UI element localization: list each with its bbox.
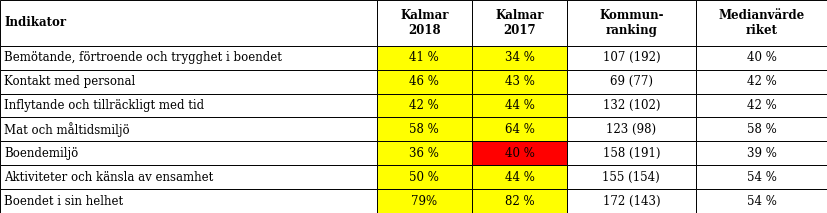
- Bar: [0, 94, 376, 117]
- Text: 40 %: 40 %: [504, 147, 534, 160]
- Text: 132 (102): 132 (102): [602, 99, 659, 112]
- Text: 41 %: 41 %: [409, 51, 438, 64]
- Bar: [376, 46, 471, 70]
- Bar: [471, 189, 566, 213]
- Text: 58 %: 58 %: [746, 123, 776, 136]
- Bar: [376, 0, 471, 46]
- Text: Boendet i sin helhet: Boendet i sin helhet: [4, 194, 123, 207]
- Bar: [695, 117, 827, 141]
- Text: 46 %: 46 %: [409, 75, 439, 88]
- Text: 54 %: 54 %: [746, 171, 776, 184]
- Text: Indikator: Indikator: [4, 16, 66, 29]
- Text: 107 (192): 107 (192): [602, 51, 659, 64]
- Text: Kontakt med personal: Kontakt med personal: [4, 75, 135, 88]
- Text: 36 %: 36 %: [409, 147, 439, 160]
- Text: 64 %: 64 %: [504, 123, 534, 136]
- Text: 42 %: 42 %: [746, 99, 776, 112]
- Text: 79%: 79%: [411, 194, 437, 207]
- Text: 69 (77): 69 (77): [609, 75, 652, 88]
- Bar: [376, 189, 471, 213]
- Bar: [566, 70, 695, 94]
- Bar: [0, 189, 376, 213]
- Text: 172 (143): 172 (143): [602, 194, 659, 207]
- Bar: [471, 70, 566, 94]
- Bar: [376, 165, 471, 189]
- Text: Medianvärde
riket: Medianvärde riket: [718, 9, 804, 37]
- Bar: [566, 94, 695, 117]
- Bar: [566, 189, 695, 213]
- Bar: [376, 70, 471, 94]
- Bar: [0, 0, 376, 46]
- Text: 50 %: 50 %: [409, 171, 439, 184]
- Text: 43 %: 43 %: [504, 75, 534, 88]
- Text: Kalmar
2018: Kalmar 2018: [399, 9, 448, 37]
- Bar: [566, 141, 695, 165]
- Bar: [695, 165, 827, 189]
- Text: Mat och måltidsmiljö: Mat och måltidsmiljö: [4, 122, 130, 137]
- Bar: [376, 117, 471, 141]
- Bar: [0, 117, 376, 141]
- Text: 123 (98): 123 (98): [605, 123, 656, 136]
- Text: 44 %: 44 %: [504, 171, 534, 184]
- Text: 158 (191): 158 (191): [602, 147, 659, 160]
- Text: 155 (154): 155 (154): [602, 171, 659, 184]
- Bar: [376, 141, 471, 165]
- Bar: [471, 141, 566, 165]
- Bar: [0, 46, 376, 70]
- Bar: [695, 46, 827, 70]
- Text: 58 %: 58 %: [409, 123, 438, 136]
- Text: Boendemiljö: Boendemiljö: [4, 147, 79, 160]
- Bar: [0, 141, 376, 165]
- Text: 39 %: 39 %: [746, 147, 776, 160]
- Bar: [695, 70, 827, 94]
- Text: Inflytande och tillräckligt med tid: Inflytande och tillräckligt med tid: [4, 99, 204, 112]
- Text: 40 %: 40 %: [746, 51, 776, 64]
- Text: 34 %: 34 %: [504, 51, 534, 64]
- Text: Kommun-
ranking: Kommun- ranking: [599, 9, 662, 37]
- Bar: [695, 0, 827, 46]
- Bar: [695, 141, 827, 165]
- Bar: [471, 0, 566, 46]
- Text: 44 %: 44 %: [504, 99, 534, 112]
- Text: Kalmar
2017: Kalmar 2017: [495, 9, 543, 37]
- Bar: [471, 117, 566, 141]
- Text: 54 %: 54 %: [746, 194, 776, 207]
- Text: Bemötande, förtroende och trygghet i boendet: Bemötande, förtroende och trygghet i boe…: [4, 51, 281, 64]
- Bar: [695, 94, 827, 117]
- Bar: [0, 165, 376, 189]
- Bar: [471, 46, 566, 70]
- Text: 42 %: 42 %: [746, 75, 776, 88]
- Bar: [566, 0, 695, 46]
- Bar: [0, 70, 376, 94]
- Text: 82 %: 82 %: [504, 194, 533, 207]
- Bar: [471, 165, 566, 189]
- Text: 42 %: 42 %: [409, 99, 438, 112]
- Bar: [471, 94, 566, 117]
- Bar: [566, 165, 695, 189]
- Bar: [695, 189, 827, 213]
- Bar: [566, 117, 695, 141]
- Bar: [566, 46, 695, 70]
- Text: Aktiviteter och känsla av ensamhet: Aktiviteter och känsla av ensamhet: [4, 171, 213, 184]
- Bar: [376, 94, 471, 117]
